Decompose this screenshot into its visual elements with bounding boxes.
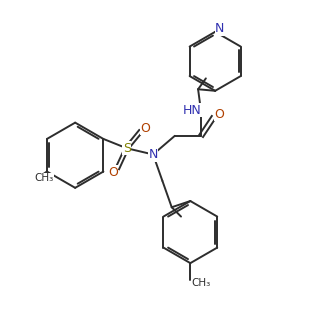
Text: N: N — [149, 148, 158, 161]
Text: O: O — [214, 108, 224, 121]
Text: CH₃: CH₃ — [34, 173, 53, 183]
Text: HN: HN — [183, 104, 202, 117]
Text: O: O — [140, 122, 150, 135]
Text: CH₃: CH₃ — [191, 278, 211, 288]
Text: O: O — [108, 166, 118, 179]
Text: N: N — [215, 22, 225, 35]
Text: S: S — [123, 142, 131, 155]
